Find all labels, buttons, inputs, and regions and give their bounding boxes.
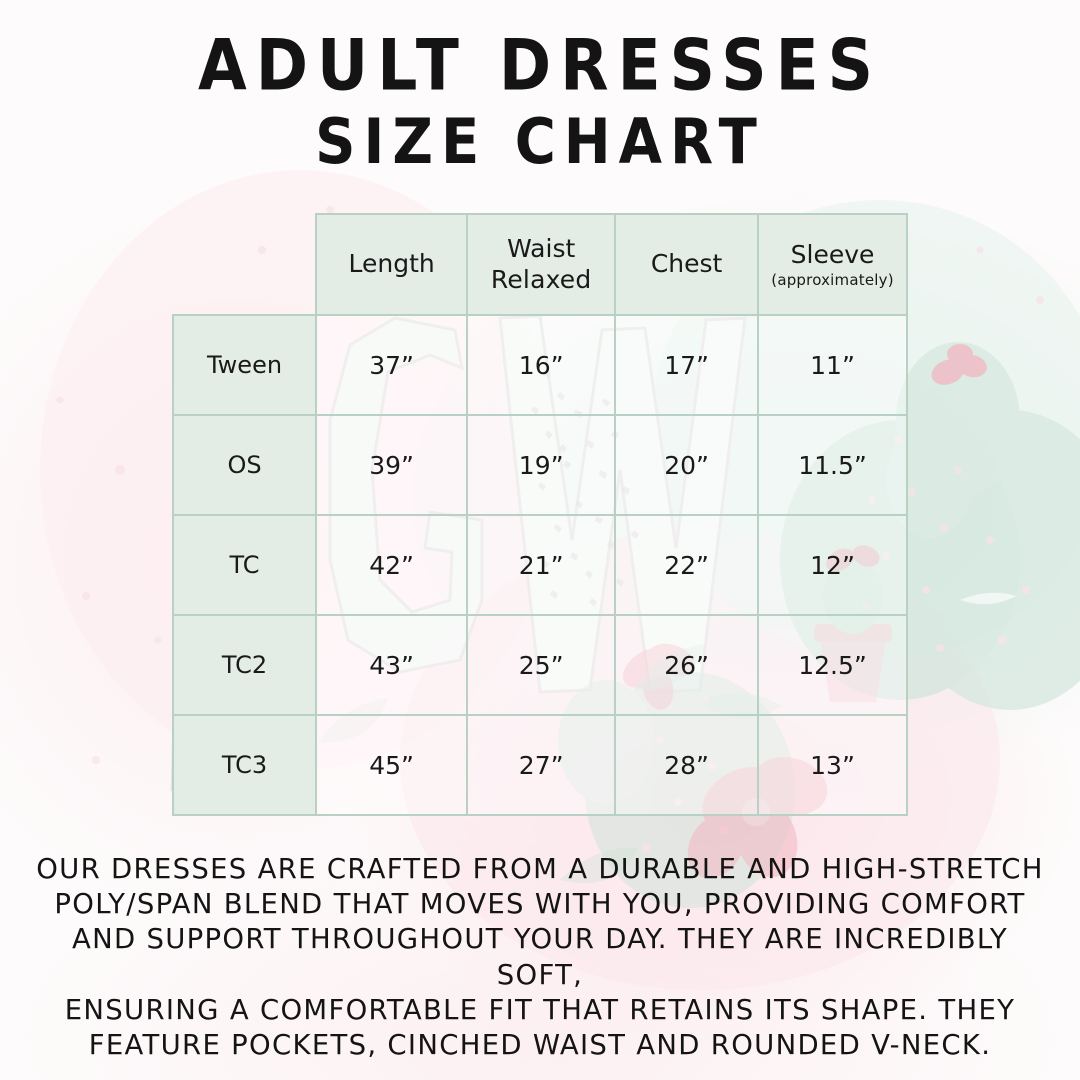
fabric-description-line-5: FEATURE POCKETS, CINCHED WAIST AND ROUND… [88, 1028, 992, 1061]
cell-os-waist: 19” [466, 414, 617, 516]
cell-os-chest: 20” [614, 414, 760, 516]
page-title: ADULT DRESSES SIZE CHART [0, 24, 1080, 177]
corner-blank-cell [173, 214, 316, 315]
column-header-waist-label: Waist [507, 234, 576, 263]
cell-tc-waist: 21” [466, 514, 617, 616]
cell-tc3-length: 45” [315, 714, 469, 816]
cell-tween-chest: 17” [614, 314, 760, 416]
cell-tc-length: 42” [315, 514, 469, 616]
row-label-tc: TC [171, 514, 318, 616]
cell-tween-sleeve: 11” [757, 314, 908, 416]
table-header-row: Length Waist Relaxed Chest Sleeve (appro… [173, 213, 908, 316]
row-label-tc3: TC3 [171, 714, 318, 816]
fabric-description-line-3: AND SUPPORT THROUGHOUT YOUR DAY. THEY AR… [71, 923, 1008, 991]
column-header-chest: Chest [614, 213, 760, 316]
cell-tc-chest: 22” [614, 514, 760, 616]
column-header-sleeve: Sleeve (approximately) [757, 213, 908, 316]
table-row: TC3 45” 27” 28” 13” [171, 714, 908, 816]
cell-tc2-chest: 26” [614, 614, 760, 716]
flower-watermark [931, 344, 987, 385]
cell-tc3-waist: 27” [466, 714, 617, 816]
row-label-tc2: TC2 [171, 614, 318, 716]
table-header: Length Waist Relaxed Chest Sleeve (appro… [173, 213, 908, 316]
fabric-description: OUR DRESSES ARE CRAFTED FROM A DURABLE A… [0, 852, 1080, 1063]
cell-tc-sleeve: 12” [757, 514, 908, 616]
fabric-description-line-4: ENSURING A COMFORTABLE FIT THAT RETAINS … [64, 993, 1016, 1026]
column-header-waist-relaxed: Waist Relaxed [466, 213, 617, 316]
row-label-tween: Tween [171, 314, 318, 416]
cell-os-sleeve: 11.5” [757, 414, 908, 516]
cell-tc2-waist: 25” [466, 614, 617, 716]
row-label-os: OS [171, 414, 318, 516]
column-header-length-label: Length [348, 249, 435, 279]
fabric-description-line-1: OUR DRESSES ARE CRAFTED FROM A DURABLE A… [36, 853, 1044, 885]
cell-tween-length: 37” [315, 314, 469, 416]
fabric-description-line-2: POLY/SPAN BLEND THAT MOVES WITH YOU, PRO… [54, 888, 1026, 921]
column-header-waist-sub: Relaxed [490, 264, 592, 294]
column-header-sleeve-label: Sleeve [790, 239, 875, 269]
table-body: Tween 37” 16” 17” 11” OS 39” 19” 20” 11.… [171, 314, 908, 816]
cell-tc3-sleeve: 13” [757, 714, 908, 816]
table-row: Tween 37” 16” 17” 11” [171, 314, 908, 416]
table-row: TC2 43” 25” 26” 12.5” [171, 614, 908, 716]
cell-tween-waist: 16” [466, 314, 617, 416]
cell-tc2-length: 43” [315, 614, 469, 716]
cell-os-length: 39” [315, 414, 469, 516]
table-row: OS 39” 19” 20” 11.5” [171, 414, 908, 516]
column-header-chest-label: Chest [650, 249, 723, 279]
cell-tc3-chest: 28” [614, 714, 760, 816]
title-line-1: ADULT DRESSES [198, 24, 882, 107]
column-header-sleeve-sub: (approximately) [771, 271, 894, 290]
cell-tc2-sleeve: 12.5” [757, 614, 908, 716]
table-row: TC 42” 21” 22” 12” [171, 514, 908, 616]
size-chart-table: Length Waist Relaxed Chest Sleeve (appro… [171, 213, 908, 816]
title-line-2: SIZE CHART [315, 106, 765, 179]
column-header-length: Length [315, 213, 469, 316]
